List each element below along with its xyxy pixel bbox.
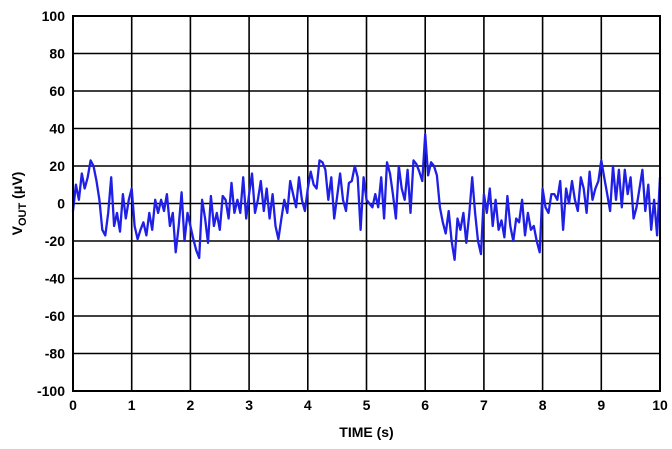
x-tick-label: 0 (69, 397, 77, 413)
x-tick-labels: 0 1 2 3 4 5 6 7 8 9 10 (69, 397, 668, 413)
y-tick-label: -100 (37, 383, 65, 399)
x-tick-label: 5 (363, 397, 371, 413)
y-tick-label: 80 (49, 46, 65, 62)
x-tick-label: 3 (245, 397, 253, 413)
y-axis-title-prefix: V (9, 225, 25, 235)
x-tick-label: 4 (304, 397, 312, 413)
x-tick-label: 10 (652, 397, 668, 413)
y-tick-label: -80 (45, 346, 65, 362)
x-tick-label: 7 (480, 397, 488, 413)
y-tick-label: 0 (57, 196, 65, 212)
y-tick-label: 40 (49, 121, 65, 137)
series-layer (71, 132, 662, 261)
x-tick-label: 6 (421, 397, 429, 413)
x-tick-label: 2 (187, 397, 195, 413)
x-tick-label: 8 (539, 397, 547, 413)
y-axis-title-suffix: (μV) (9, 172, 25, 203)
x-tick-label: 1 (128, 397, 136, 413)
y-tick-label: -40 (45, 271, 65, 287)
x-tick-label: 9 (597, 397, 605, 413)
y-tick-label: 100 (42, 8, 66, 24)
y-tick-label: 60 (49, 83, 65, 99)
y-tick-label: 20 (49, 158, 65, 174)
plot-frame (72, 15, 661, 392)
x-axis-title: TIME (s) (339, 424, 393, 440)
y-tick-labels: 100 80 60 40 20 0 -20 -40 -60 -80 -100 (37, 8, 65, 399)
y-axis-title-subscript: OUT (17, 203, 29, 227)
y-tick-label: -60 (45, 308, 65, 324)
y-tick-label: -20 (45, 233, 65, 249)
voltage-noise-line (71, 132, 662, 261)
y-axis-title: VOUT (μV) (9, 172, 29, 236)
